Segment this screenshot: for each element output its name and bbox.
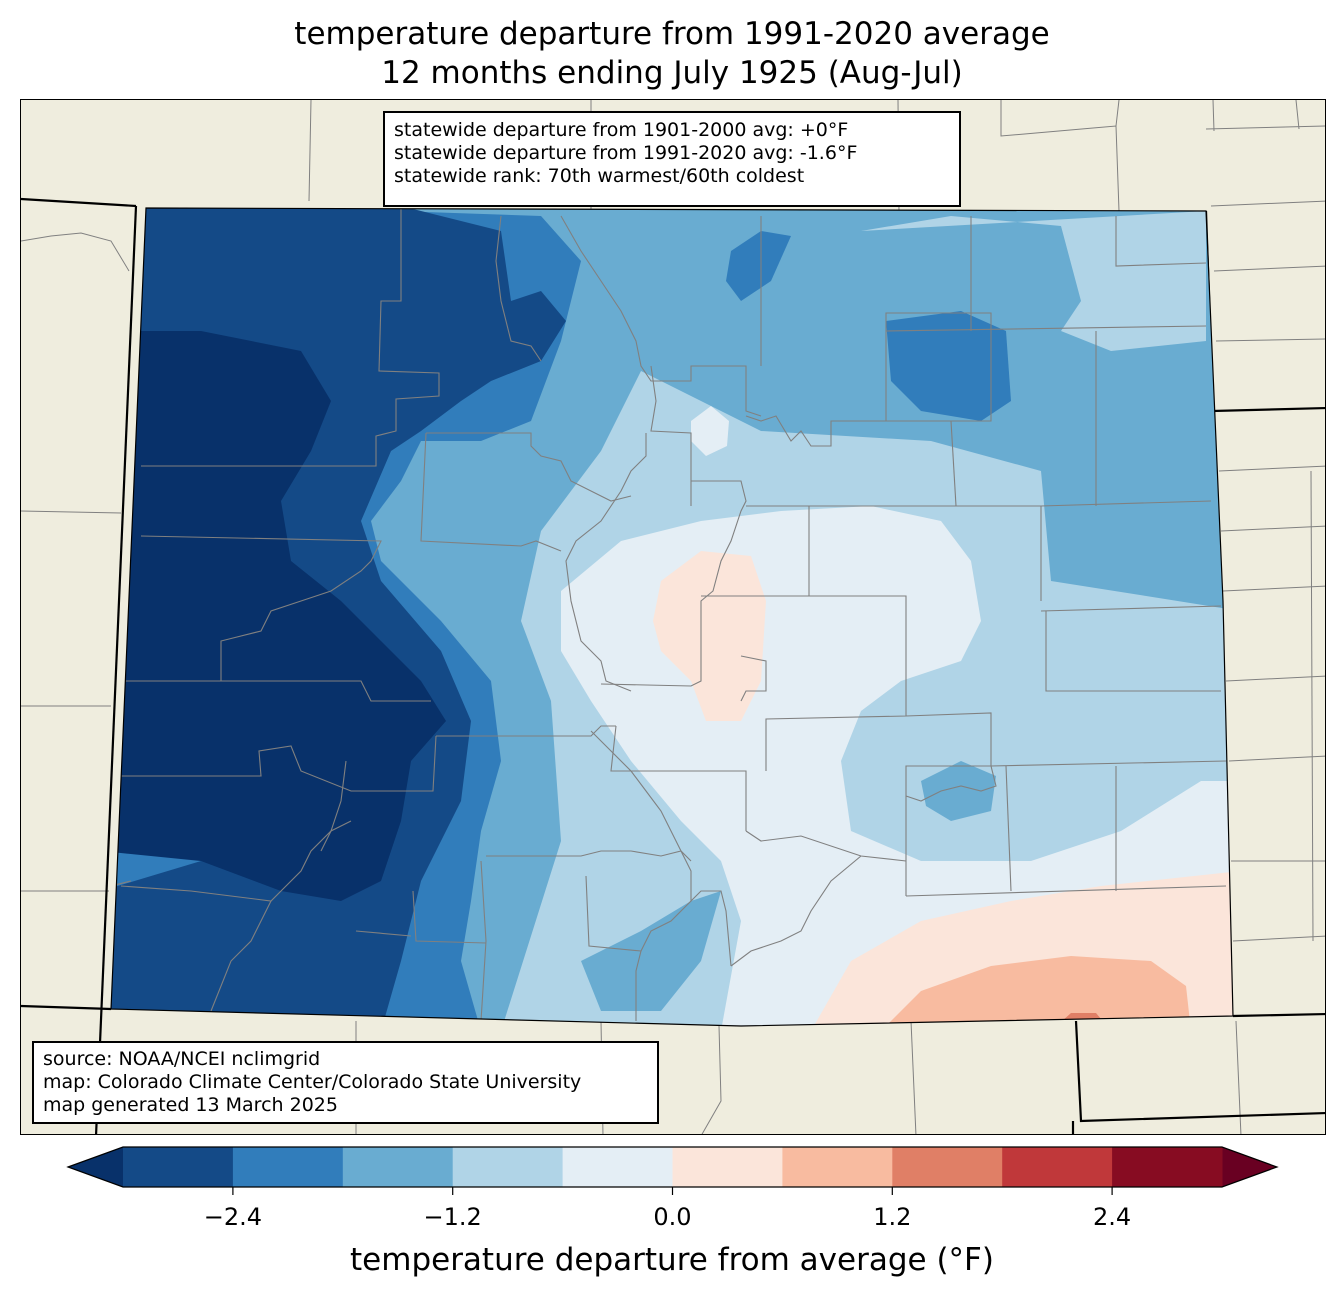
contour-n0p6-ne [861, 211, 1206, 351]
colorbar-bin [123, 1147, 234, 1187]
contour-p1p2 [881, 956, 1191, 1026]
source-box: source: NOAA/NCEI nclimgrid map: Colorad… [32, 1041, 659, 1124]
map-title-line1: temperature departure from 1991-2020 ave… [294, 16, 1050, 52]
contour-n1p8-patch2 [921, 761, 996, 821]
county-lines [111, 208, 1227, 1022]
colorbar-bin [562, 1147, 673, 1187]
source-line-generated: map generated 13 March 2025 [43, 1094, 338, 1116]
contour-n2p4-ne [886, 311, 1011, 421]
stats-line-rank: statewide rank: 70th warmest/60th coldes… [394, 165, 805, 187]
colorbar-outline [66, 1146, 1279, 1188]
statewide-stats-box: statewide departure from 1901-2000 avg: … [383, 111, 961, 207]
stats-line-1901-2000: statewide departure from 1901-2000 avg: … [394, 119, 849, 141]
colorbar-tick-label: −2.4 [204, 1203, 262, 1231]
colorbar-under-arrow [68, 1147, 123, 1187]
stats-line-1991-2020: statewide departure from 1991-2020 avg: … [394, 142, 858, 164]
temperature-contours [111, 208, 1233, 1026]
colorbar-bin [672, 1147, 783, 1187]
contour-n0p6-small [691, 406, 729, 456]
colorbar-bin [782, 1147, 893, 1187]
contour-n1p8-patch [581, 891, 721, 1011]
colorbar-bin [892, 1147, 1003, 1187]
map-title-line2: 12 months ending July 1925 (Aug-Jul) [381, 55, 963, 91]
colorbar-tick-label: −1.2 [424, 1203, 482, 1231]
colorbar-bin [342, 1147, 454, 1187]
contour-n2p4-n [726, 231, 791, 301]
colorbar-over-arrow [1222, 1147, 1277, 1187]
colorado-temperature-map [20, 99, 1326, 1135]
colorbar-bin [452, 1147, 564, 1187]
colorbar-bin [232, 1147, 344, 1187]
colorbar-tick-label: 1.2 [873, 1203, 911, 1231]
colorbar-bin [1112, 1147, 1223, 1187]
colorbar-bin [1002, 1147, 1113, 1187]
colorbar-label: temperature departure from average (°F) [350, 1242, 994, 1278]
source-line-data: source: NOAA/NCEI nclimgrid [43, 1048, 321, 1070]
colorbar: −2.4 −1.2 0.0 1.2 2.4 [66, 1146, 1279, 1231]
colorbar-tick-label: 0.0 [653, 1203, 691, 1231]
source-line-map: map: Colorado Climate Center/Colorado St… [43, 1071, 582, 1093]
colorbar-tick-label: 2.4 [1093, 1203, 1131, 1231]
colorado-border [110, 207, 1234, 1027]
contour-under [111, 331, 446, 901]
contour-p0p6 [653, 551, 766, 721]
